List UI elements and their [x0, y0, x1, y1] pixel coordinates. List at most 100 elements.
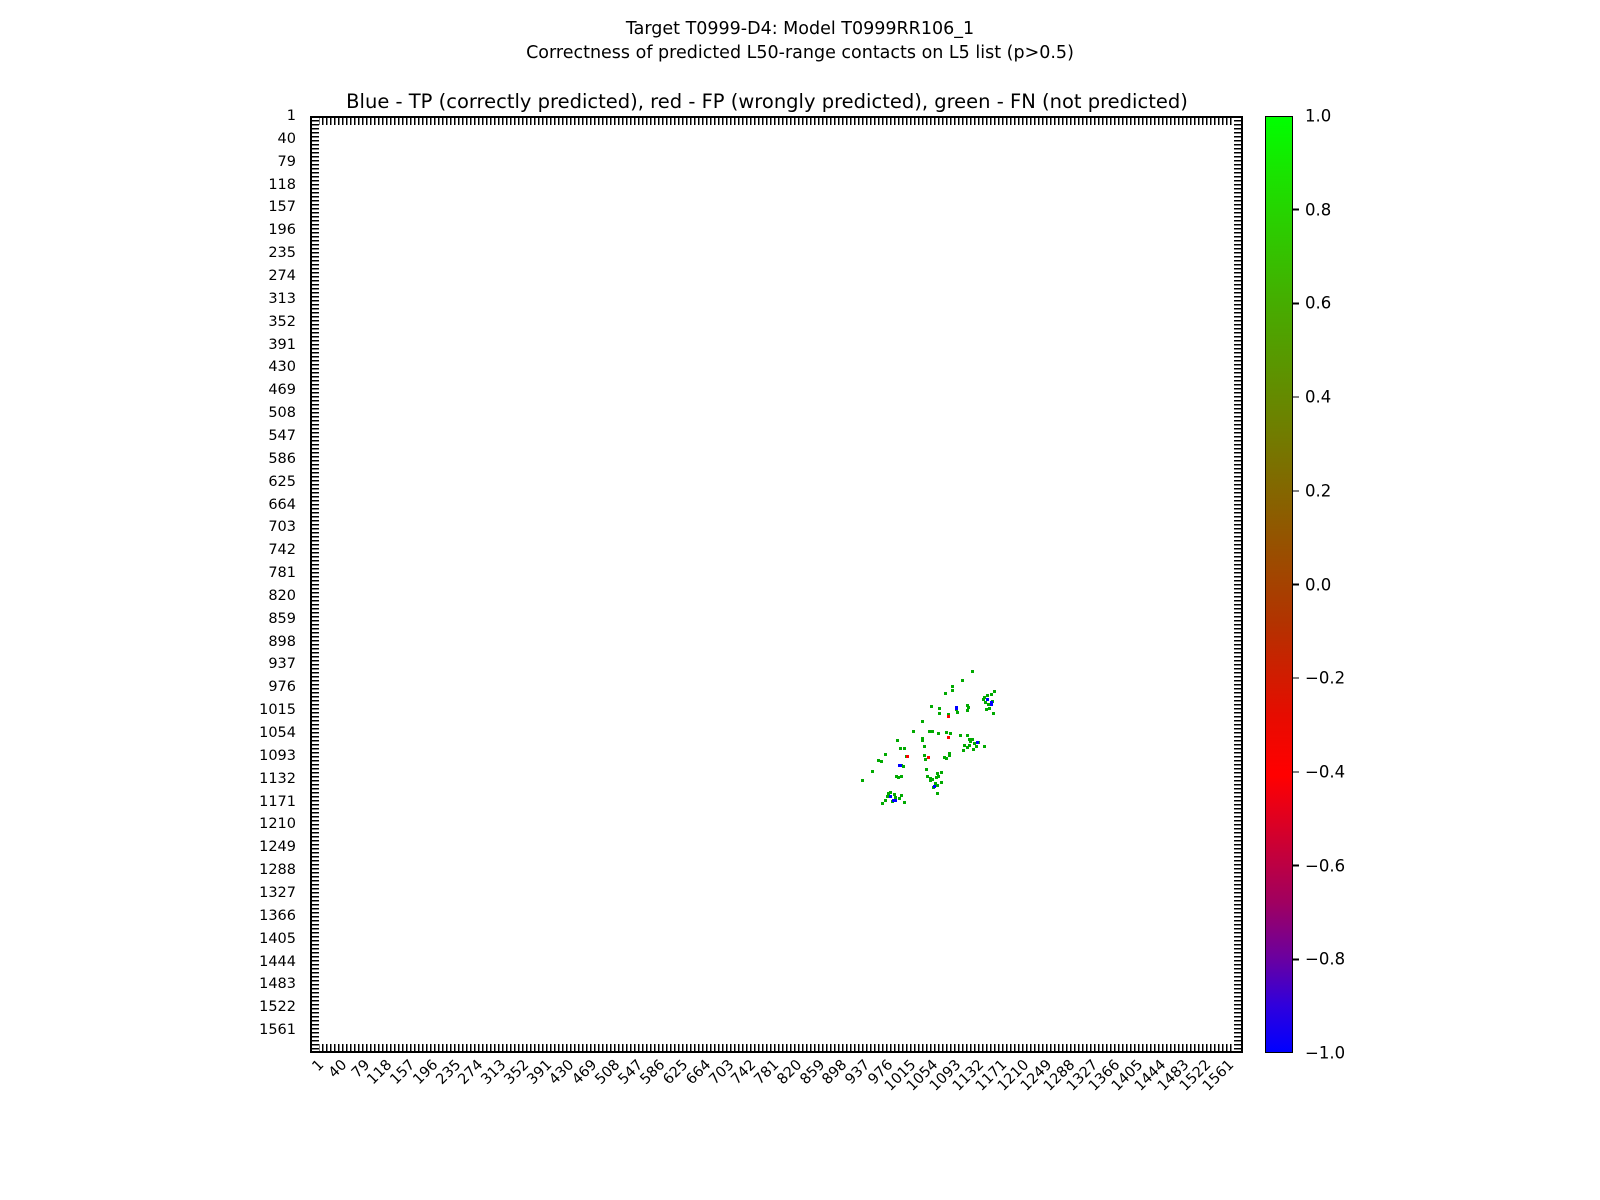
colorbar-tick-mark	[1293, 490, 1299, 492]
y-tick-label: 469	[268, 382, 296, 399]
contact-point	[937, 774, 941, 778]
contact-point	[961, 748, 965, 752]
figure-title-line-2: Correctness of predicted L50-range conta…	[526, 42, 1074, 63]
contact-point	[903, 801, 907, 805]
contact-point	[911, 730, 915, 734]
contact-point	[903, 746, 907, 750]
contact-point	[951, 688, 955, 692]
contact-point	[936, 731, 940, 735]
contact-point	[898, 764, 902, 768]
colorbar-tick-text: −0.4	[1305, 762, 1346, 782]
contact-point	[986, 702, 990, 706]
contact-point	[983, 744, 987, 748]
colorbar-gradient[interactable]	[1265, 116, 1293, 1053]
plot-border-left	[310, 116, 312, 1053]
contact-point	[929, 779, 933, 783]
colorbar-tick: −0.8	[1293, 950, 1345, 969]
y-tick-label: 1522	[259, 999, 296, 1016]
contact-point	[889, 791, 893, 795]
contact-point	[944, 692, 948, 696]
contact-point	[927, 755, 931, 759]
y-tick-label: 1171	[259, 793, 296, 810]
colorbar-tick-mark	[1293, 771, 1299, 773]
contact-point	[946, 713, 950, 717]
colorbar-tick-mark	[1293, 396, 1299, 398]
contact-point	[880, 760, 884, 763]
y-tick-label: 1132	[259, 770, 296, 787]
y-tick-label: 391	[268, 336, 296, 353]
colorbar-tick-text: −0.6	[1305, 856, 1346, 876]
colorbar-tick: 0.4	[1293, 388, 1331, 407]
y-tick-label: 820	[268, 587, 296, 604]
contact-point	[906, 755, 910, 759]
contact-point	[990, 692, 994, 696]
colorbar-tick-text: 0.2	[1305, 481, 1332, 501]
colorbar-tick-text: −0.2	[1305, 668, 1346, 688]
contact-point	[968, 740, 972, 744]
contact-point	[887, 791, 891, 795]
contact-point	[894, 798, 898, 802]
colorbar-tick-mark	[1293, 208, 1299, 211]
contact-point	[972, 742, 976, 746]
colorbar-tick-mark	[1293, 115, 1299, 117]
contact-point	[896, 775, 900, 779]
y-tick-label: 1015	[259, 702, 296, 719]
contact-point	[870, 769, 874, 773]
plot-border-top	[310, 116, 1243, 118]
contact-point	[931, 777, 935, 781]
contact-point	[924, 767, 928, 771]
y-tick-label: 1	[286, 108, 296, 124]
figure-title-line-1: Target T0999-D4: Model T0999RR106_1	[625, 19, 975, 39]
contact-point	[975, 744, 979, 748]
y-tick-label: 859	[268, 610, 296, 627]
y-tick-label: 235	[268, 245, 296, 262]
contact-map-plot-area[interactable]	[310, 116, 1243, 1053]
contact-point	[861, 779, 865, 783]
contact-point	[904, 755, 908, 759]
y-tick-label: 664	[268, 496, 296, 513]
contact-point	[892, 792, 896, 796]
y-tick-label: 1405	[259, 930, 296, 947]
colorbar-tick-text: 0.6	[1305, 293, 1332, 313]
contact-point	[898, 796, 902, 800]
contact-point	[933, 781, 937, 785]
contact-point	[986, 694, 990, 698]
y-tick-label: 1210	[259, 816, 296, 833]
colorbar-tick: −0.2	[1293, 669, 1345, 688]
y-tick-label: 1366	[259, 907, 296, 924]
contact-point	[940, 770, 944, 774]
colorbar-tick-mark	[1293, 302, 1299, 305]
contact-point	[989, 702, 993, 706]
colorbar-tick-mark	[1293, 677, 1299, 679]
contact-point	[976, 741, 980, 745]
colorbar-tick-text: 0.0	[1305, 575, 1332, 594]
contact-point	[958, 733, 962, 737]
y-tick-label: 118	[268, 176, 296, 193]
y-tick-label: 1444	[259, 953, 296, 970]
contact-point	[925, 774, 929, 778]
contact-point	[967, 705, 970, 709]
contact-point	[946, 714, 950, 718]
contact-point	[988, 706, 991, 710]
y-tick-label: 976	[268, 679, 296, 696]
contact-point	[934, 776, 938, 780]
contact-point	[982, 695, 986, 699]
contact-point	[899, 793, 903, 797]
contact-point	[892, 799, 896, 803]
colorbar-tick-text: −0.8	[1305, 949, 1346, 969]
contact-point	[983, 701, 987, 705]
contact-point	[930, 729, 934, 733]
contact-point	[932, 785, 936, 789]
contact-point	[948, 754, 952, 758]
contact-point	[921, 720, 925, 724]
colorbar-tick: −0.6	[1293, 856, 1345, 875]
plot-border-bottom	[310, 1051, 1243, 1053]
contact-point	[985, 708, 989, 712]
colorbar-tick: 0.2	[1293, 481, 1331, 500]
colorbar-tick: 0.6	[1293, 294, 1331, 313]
contact-point	[955, 707, 959, 711]
contact-point	[885, 795, 889, 799]
contact-point	[889, 795, 893, 799]
y-tick-label: 157	[268, 199, 296, 216]
contact-point	[938, 707, 942, 711]
